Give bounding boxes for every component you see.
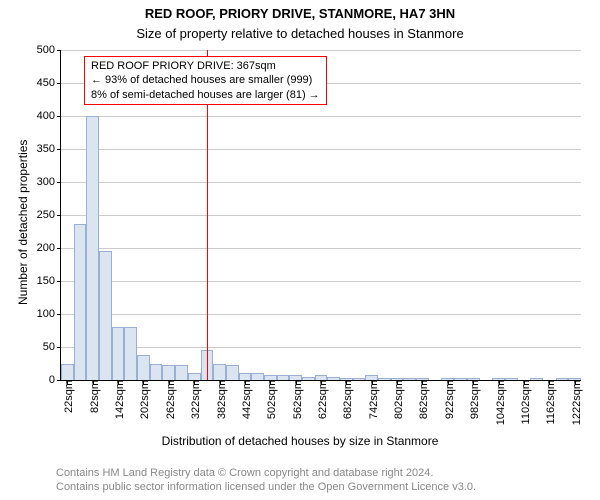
xtick-label: 142sqm xyxy=(110,380,126,419)
gridline xyxy=(61,347,581,348)
histogram-bar xyxy=(61,364,74,381)
chart-title: RED ROOF, PRIORY DRIVE, STANMORE, HA7 3H… xyxy=(0,6,600,21)
xtick-label: 1162sqm xyxy=(541,380,557,424)
chart-container: RED ROOF, PRIORY DRIVE, STANMORE, HA7 3H… xyxy=(0,0,600,500)
ytick-label: 350 xyxy=(37,143,61,155)
xtick-label: 802sqm xyxy=(389,380,405,419)
xtick-label: 682sqm xyxy=(338,380,354,419)
xtick-label: 262sqm xyxy=(161,380,177,419)
y-axis-label: Number of detached properties xyxy=(16,140,30,305)
x-axis-label: Distribution of detached houses by size … xyxy=(0,434,600,448)
gridline xyxy=(61,248,581,249)
xtick-label: 922sqm xyxy=(440,380,456,419)
histogram-bar xyxy=(162,365,175,380)
ytick-label: 400 xyxy=(37,110,61,122)
histogram-bar xyxy=(213,364,226,381)
xtick-label: 1222sqm xyxy=(567,380,583,425)
histogram-bar xyxy=(74,224,87,380)
gridline xyxy=(61,116,581,117)
xtick-label: 862sqm xyxy=(414,380,430,419)
ytick-label: 150 xyxy=(37,275,61,287)
attribution-line: Contains HM Land Registry data © Crown c… xyxy=(56,466,476,480)
ytick-label: 200 xyxy=(37,242,61,254)
gridline xyxy=(61,182,581,183)
chart-subtitle: Size of property relative to detached ho… xyxy=(0,26,600,41)
xtick-label: 202sqm xyxy=(135,380,151,419)
histogram-bar xyxy=(124,327,137,380)
gridline xyxy=(61,314,581,315)
xtick-label: 562sqm xyxy=(288,380,304,419)
annotation-line: 8% of semi-detached houses are larger (8… xyxy=(91,88,320,102)
histogram-bar xyxy=(112,327,125,380)
histogram-bar xyxy=(239,373,252,380)
xtick-label: 442sqm xyxy=(237,380,253,419)
gridline xyxy=(61,50,581,51)
xtick-label: 22sqm xyxy=(59,380,75,413)
attribution-line: Contains public sector information licen… xyxy=(56,480,476,494)
histogram-bar xyxy=(99,251,112,380)
xtick-label: 322sqm xyxy=(186,380,202,419)
ytick-label: 50 xyxy=(43,341,61,353)
histogram-bar xyxy=(226,365,239,380)
gridline xyxy=(61,281,581,282)
xtick-label: 982sqm xyxy=(465,380,481,419)
xtick-label: 382sqm xyxy=(212,380,228,419)
histogram-bar xyxy=(137,355,150,380)
xtick-label: 742sqm xyxy=(364,380,380,419)
gridline xyxy=(61,215,581,216)
annotation-line: ← 93% of detached houses are smaller (99… xyxy=(91,73,320,87)
histogram-bar xyxy=(175,365,188,380)
xtick-label: 622sqm xyxy=(313,380,329,419)
annotation-box: RED ROOF PRIORY DRIVE: 367sqm← 93% of de… xyxy=(84,56,327,105)
gridline xyxy=(61,149,581,150)
xtick-label: 502sqm xyxy=(262,380,278,419)
ytick-label: 450 xyxy=(37,77,61,89)
ytick-label: 250 xyxy=(37,209,61,221)
annotation-line: RED ROOF PRIORY DRIVE: 367sqm xyxy=(91,59,320,73)
ytick-label: 300 xyxy=(37,176,61,188)
ytick-label: 500 xyxy=(37,44,61,56)
xtick-label: 82sqm xyxy=(85,380,101,413)
histogram-bar xyxy=(86,116,99,380)
xtick-label: 1042sqm xyxy=(491,380,507,425)
histogram-bar xyxy=(251,373,264,380)
histogram-bar xyxy=(188,373,201,380)
xtick-label: 1102sqm xyxy=(516,380,532,424)
attribution-text: Contains HM Land Registry data © Crown c… xyxy=(56,466,476,495)
ytick-label: 100 xyxy=(37,308,61,320)
histogram-bar xyxy=(150,364,163,381)
